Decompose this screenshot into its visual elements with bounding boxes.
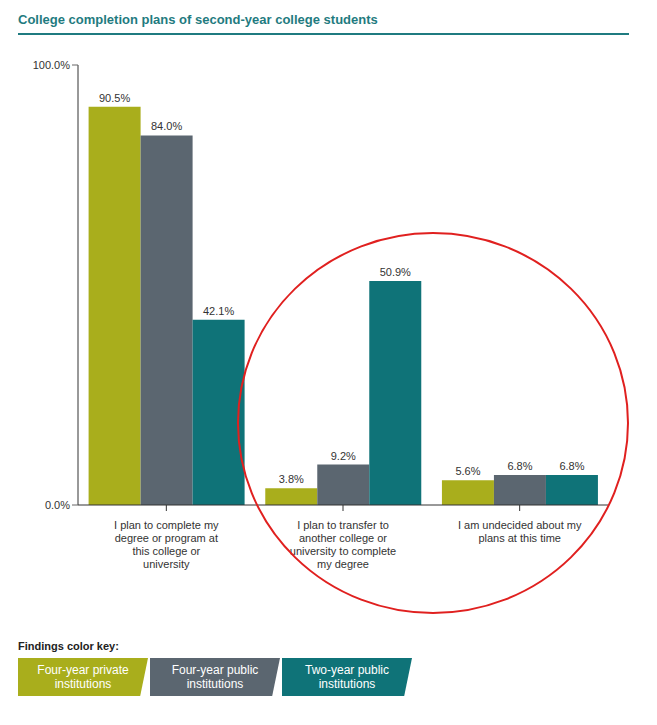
html-text:College completion plans of se: College completion plans of second-year … (18, 12, 378, 27)
html-text:Two-year public institutions: Two-year public institutions (305, 663, 389, 691)
svg-text:6.8%: 6.8% (507, 460, 532, 472)
html-text:Four-year public institutions: Four-year public institutions (171, 663, 259, 691)
svg-text:I am undecided about myplans a: I am undecided about myplans at this tim… (458, 519, 582, 544)
svg-text:0.0%: 0.0% (45, 499, 70, 511)
svg-text:100.0%: 100.0% (33, 59, 71, 71)
svg-text:90.5%: 90.5% (99, 92, 130, 104)
svg-text:3.8%: 3.8% (279, 473, 304, 485)
svg-text:I plan to transfer toanother c: I plan to transfer toanother college oru… (290, 519, 396, 570)
html-text:Four-year private institutions: Four-year private institutions (37, 663, 129, 691)
svg-text:6.8%: 6.8% (559, 460, 584, 472)
svg-text:84.0%: 84.0% (151, 120, 182, 132)
svg-text:9.2%: 9.2% (331, 450, 356, 462)
svg-text:50.9%: 50.9% (380, 266, 411, 278)
svg-text:I plan to complete mydegree or: I plan to complete mydegree or program a… (114, 519, 219, 570)
svg-text:5.6%: 5.6% (455, 465, 480, 477)
svg-text:42.1%: 42.1% (203, 305, 234, 317)
html-text:Findings color key:: Findings color key: (18, 640, 119, 652)
